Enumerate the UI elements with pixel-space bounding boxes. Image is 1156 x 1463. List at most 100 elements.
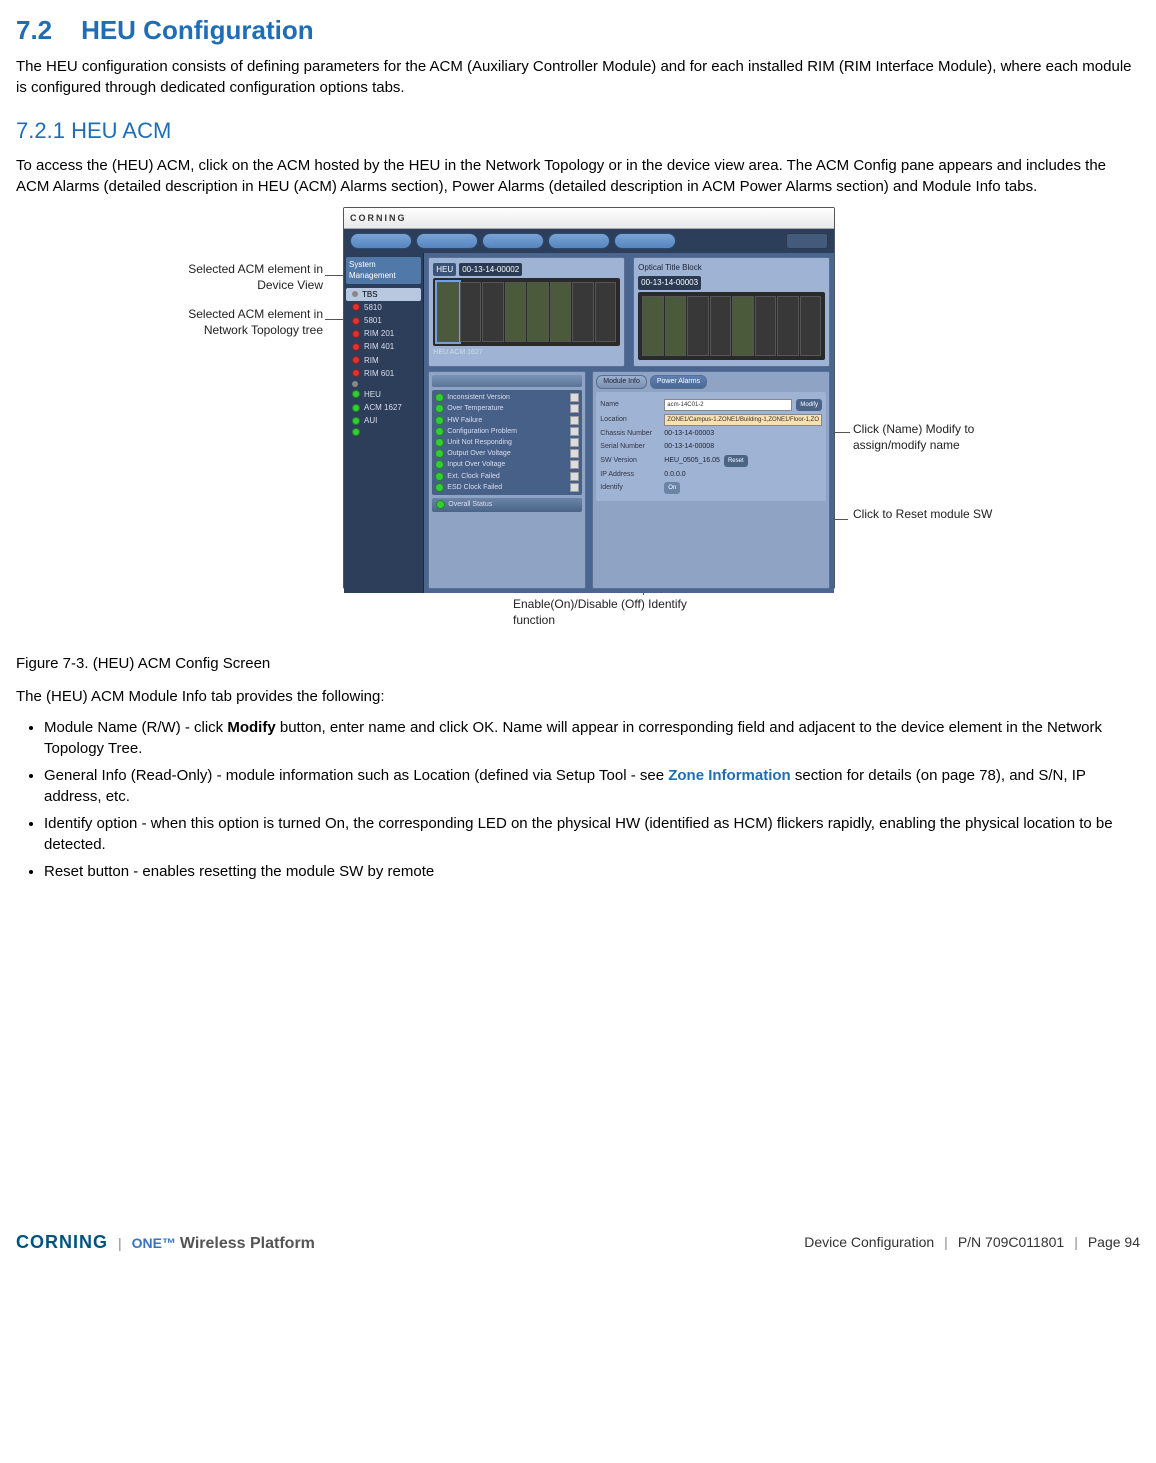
main-area: HEU 00-13-14-00002 xyxy=(424,253,834,593)
tree-item[interactable]: AUI xyxy=(346,414,421,427)
footer-page: Page 94 xyxy=(1088,1233,1140,1253)
chassis-left-label: HEU ACM 1627 xyxy=(433,348,620,358)
footer-platform: Wireless Platform xyxy=(180,1235,315,1252)
tree-item-label: RIM xyxy=(364,355,379,366)
status-led-icon xyxy=(435,404,444,413)
tree-item[interactable]: 5801 xyxy=(346,314,421,327)
alarm-label: ESD Clock Failed xyxy=(447,482,502,493)
b2-pre: General Info (Read-Only) - module inform… xyxy=(44,767,668,784)
tab-module-info[interactable]: Module Info xyxy=(596,375,647,389)
toolbar-btn[interactable] xyxy=(350,233,412,249)
status-led-icon xyxy=(352,369,360,377)
tree-item[interactable] xyxy=(346,427,421,437)
chassis-left[interactable] xyxy=(433,278,620,346)
slot[interactable] xyxy=(550,282,571,342)
acm-config-screenshot: Selected ACM element in Device View Sele… xyxy=(163,207,993,637)
slot[interactable] xyxy=(505,282,526,342)
tree-item-label: RIM 601 xyxy=(364,368,394,379)
alarm-item: Input Over Voltage xyxy=(432,459,582,470)
slot[interactable] xyxy=(687,296,708,356)
slot[interactable] xyxy=(437,282,458,342)
tree-item[interactable]: HEU xyxy=(346,388,421,401)
alarm-checkbox[interactable] xyxy=(570,472,579,481)
device-right-id: 00-13-14-00003 xyxy=(638,276,701,289)
reset-button[interactable]: Reset xyxy=(724,455,748,467)
toolbar-right-btn[interactable] xyxy=(786,233,828,249)
slot[interactable] xyxy=(800,296,821,356)
toolbar-btn[interactable] xyxy=(482,233,544,249)
toolbar-btn[interactable] xyxy=(614,233,676,249)
tree-item[interactable]: ACM 1627 xyxy=(346,401,421,414)
tree-item[interactable]: RIM 401 xyxy=(346,340,421,353)
toolbar-btn[interactable] xyxy=(548,233,610,249)
alarm-checkbox[interactable] xyxy=(570,404,579,413)
slot[interactable] xyxy=(642,296,663,356)
tree-item-label: RIM 201 xyxy=(364,328,394,339)
zone-info-link[interactable]: Zone Information xyxy=(668,767,791,784)
identify-label: Identify xyxy=(600,483,660,493)
status-led-icon xyxy=(435,483,444,492)
alarm-checkbox[interactable] xyxy=(570,416,579,425)
alarm-label: Unit Not Responding xyxy=(447,437,512,448)
alarm-item: Ext. Clock Failed xyxy=(432,471,582,482)
alarm-checkbox[interactable] xyxy=(570,427,579,436)
slot[interactable] xyxy=(595,282,616,342)
identify-toggle[interactable]: On xyxy=(664,482,680,494)
slot[interactable] xyxy=(777,296,798,356)
device-left-id: 00-13-14-00002 xyxy=(459,263,522,276)
slot[interactable] xyxy=(572,282,593,342)
tree-item[interactable]: 5810 xyxy=(346,301,421,314)
device-left-title: HEU xyxy=(433,263,456,276)
chassis-right[interactable] xyxy=(638,292,825,360)
name-field[interactable]: acm-14C01-2 xyxy=(664,399,792,411)
alarm-checkbox[interactable] xyxy=(570,393,579,402)
slot[interactable] xyxy=(527,282,548,342)
section-number: 7.2 xyxy=(16,15,52,45)
status-led-icon xyxy=(352,343,360,351)
overall-label: Overall Status xyxy=(448,500,492,510)
app-brand: CORNING xyxy=(344,208,834,229)
tree-item[interactable]: TBS xyxy=(346,288,421,301)
location-field: ZONE1/Campus-1.ZONE1/Building-1,ZONE1/Fl… xyxy=(664,414,822,426)
tree-item[interactable] xyxy=(346,380,421,388)
alarm-checkbox[interactable] xyxy=(570,483,579,492)
alarm-checkbox[interactable] xyxy=(570,438,579,447)
alarm-checkbox[interactable] xyxy=(570,460,579,469)
chassis-value: 00-13-14-00003 xyxy=(664,429,714,439)
footer-left: CORNING | ONE™ Wireless Platform xyxy=(16,1230,315,1255)
app-body: System Management TBS58105801RIM 201RIM … xyxy=(344,253,834,593)
subsection-para: To access the (HEU) ACM, click on the AC… xyxy=(16,155,1140,197)
slot[interactable] xyxy=(755,296,776,356)
alarm-checkbox[interactable] xyxy=(570,449,579,458)
divider-icon: | xyxy=(118,1234,122,1254)
tab-power-alarms[interactable]: Power Alarms xyxy=(650,375,707,389)
list-item: Reset button - enables resetting the mod… xyxy=(44,861,1140,882)
alarm-list: Inconsistent VersionOver TemperatureHW F… xyxy=(432,390,582,495)
annot-reset: Click to Reset module SW xyxy=(853,507,993,523)
tree-item[interactable]: RIM 601 xyxy=(346,367,421,380)
modify-button[interactable]: Modify xyxy=(796,399,822,411)
slot[interactable] xyxy=(710,296,731,356)
annot-modify: Click (Name) Modify to assign/modify nam… xyxy=(853,422,993,453)
alarm-item: ESD Clock Failed xyxy=(432,482,582,493)
alarm-item: Unit Not Responding xyxy=(432,437,582,448)
alarm-label: Ext. Clock Failed xyxy=(447,471,500,482)
toolbar-btn[interactable] xyxy=(416,233,478,249)
divider-icon: | xyxy=(1070,1233,1082,1253)
info-body: Name acm-14C01-2 Modify Location ZONE1/C… xyxy=(596,392,826,501)
slot[interactable] xyxy=(482,282,503,342)
tree-item[interactable]: RIM 201 xyxy=(346,327,421,340)
tree-item[interactable]: RIM xyxy=(346,354,421,367)
footer-one: ONE™ xyxy=(132,1235,176,1251)
list-item: Module Name (R/W) - click Modify button,… xyxy=(44,717,1140,759)
ip-value: 0.0.0.0 xyxy=(664,470,685,480)
figure: Selected ACM element in Device View Sele… xyxy=(16,207,1140,643)
footer-right: Device Configuration | P/N 709C011801 | … xyxy=(804,1233,1140,1253)
slot[interactable] xyxy=(732,296,753,356)
alarm-item: Over Temperature xyxy=(432,403,582,414)
slot[interactable] xyxy=(460,282,481,342)
slot[interactable] xyxy=(665,296,686,356)
bottom-row: Inconsistent VersionOver TemperatureHW F… xyxy=(428,371,830,589)
device-row: HEU 00-13-14-00002 xyxy=(428,257,830,367)
ip-label: IP Address xyxy=(600,470,660,480)
